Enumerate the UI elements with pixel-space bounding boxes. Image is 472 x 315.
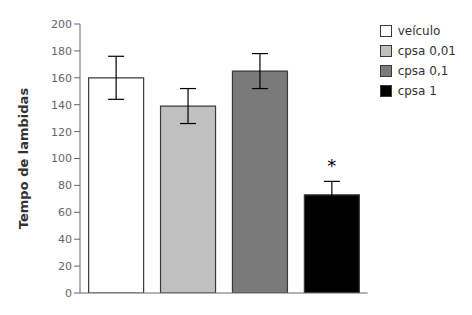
- svg-text:Tempo de lambidas: Tempo de lambidas: [16, 88, 31, 230]
- svg-text:0: 0: [65, 287, 72, 300]
- svg-text:*: *: [327, 155, 336, 176]
- svg-text:20: 20: [58, 260, 72, 273]
- svg-text:100: 100: [51, 152, 72, 165]
- svg-text:180: 180: [51, 45, 72, 58]
- svg-text:200: 200: [51, 18, 72, 31]
- html-text:cpsa 0,1: cpsa 0,1: [397, 64, 449, 78]
- svg-text:120: 120: [51, 126, 72, 139]
- svg-text:140: 140: [51, 99, 72, 112]
- svg-text:60: 60: [58, 206, 72, 219]
- svg-text:40: 40: [58, 233, 72, 246]
- svg-text:80: 80: [58, 179, 72, 192]
- svg-text:160: 160: [51, 72, 72, 85]
- html-text:veículo: veículo: [397, 24, 441, 38]
- html-text:cpsa 1: cpsa 1: [397, 84, 437, 98]
- html-text:cpsa 0,01: cpsa 0,01: [397, 44, 456, 58]
